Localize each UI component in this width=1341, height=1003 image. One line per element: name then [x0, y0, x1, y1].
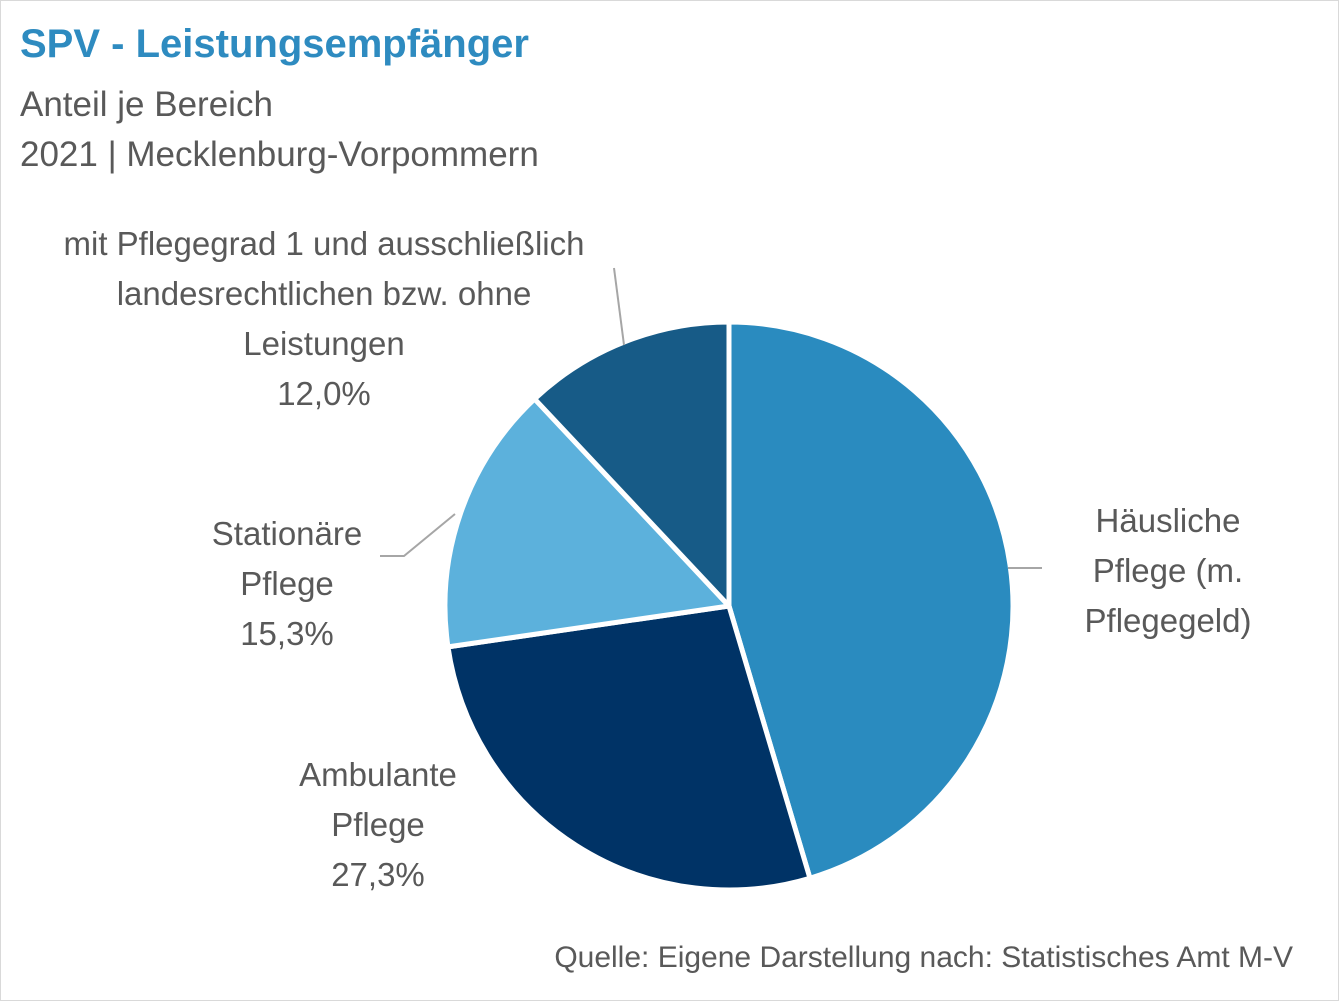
slice-label-4: mit Pflegegrad 1 und ausschließlich lande… [64, 225, 585, 412]
slice-label-1: Häusliche Pflege (m. Pflegegeld) [1085, 502, 1252, 639]
slice-label-3: Stationäre Pflege 15,3% [212, 515, 362, 652]
pie-slice-2 [445, 603, 813, 893]
leader-line-4 [613, 267, 625, 346]
chart-title: SPV - Leistungsempfänger [20, 22, 529, 66]
subtitle-line-1: Anteil je Bereich [20, 85, 273, 124]
pie-slice-1 [726, 319, 1016, 881]
leader-line-3 [380, 513, 456, 557]
pie-slices [442, 319, 1016, 893]
chart-subtitle: Anteil je Bereich 2021 | Mecklenburg-Vor… [20, 80, 539, 180]
pie-slice-3 [442, 396, 732, 650]
source-note: Quelle: Eigene Darstellung nach: Statist… [554, 941, 1293, 974]
subtitle-line-2: 2021 | Mecklenburg-Vorpommern [20, 135, 539, 174]
slice-label-2: Ambulante Pflege 27,3% [299, 756, 457, 893]
